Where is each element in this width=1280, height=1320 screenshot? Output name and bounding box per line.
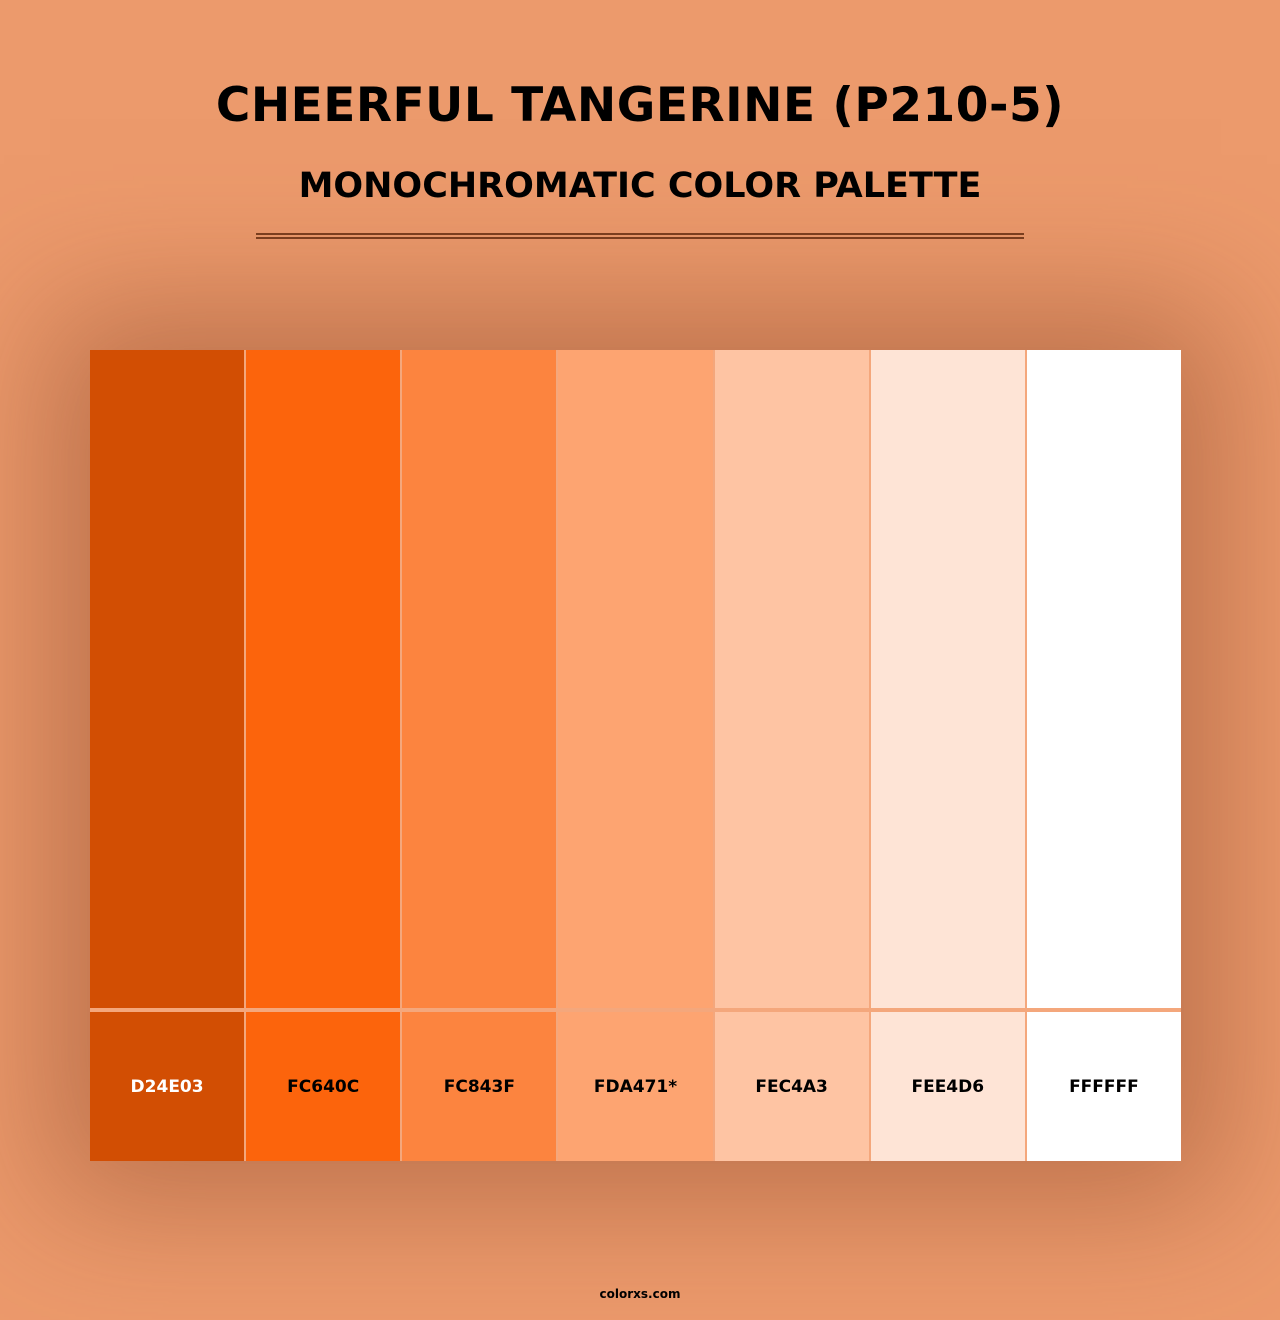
color-swatch[interactable] [1026, 350, 1181, 1008]
hex-label: FC843F [402, 1012, 557, 1161]
color-column[interactable]: FEC4A3 [714, 350, 871, 1161]
color-swatch[interactable] [558, 350, 713, 1008]
hex-label: FFFFFF [1026, 1012, 1181, 1161]
page-subtitle: MONOCHROMATIC COLOR PALETTE [298, 166, 982, 206]
color-column[interactable]: D24E03 [90, 350, 247, 1161]
color-swatch[interactable] [90, 350, 245, 1008]
hex-label: FDA471* [558, 1012, 713, 1161]
hex-label: FEC4A3 [714, 1012, 869, 1161]
footer-link[interactable]: colorxs.com [599, 1287, 681, 1301]
color-column[interactable]: FC843F [402, 350, 559, 1161]
color-column[interactable]: FEE4D6 [870, 350, 1027, 1161]
palette: D24E03 FC640C FC843F FDA471* FEC4A3 FEE4D6 FFF… [90, 350, 1181, 1161]
divider [256, 233, 1024, 235]
color-column[interactable]: FDA471* [558, 350, 715, 1161]
color-swatch[interactable] [246, 350, 401, 1008]
hex-label: D24E03 [90, 1012, 245, 1161]
color-swatch[interactable] [402, 350, 557, 1008]
page-title: CHEERFUL TANGERINE (P210-5) [215, 78, 1065, 133]
hex-label: FC640C [246, 1012, 401, 1161]
color-column[interactable]: FFFFFF [1026, 350, 1181, 1161]
divider [256, 237, 1024, 239]
color-column[interactable]: FC640C [246, 350, 403, 1161]
color-swatch[interactable] [714, 350, 869, 1008]
color-swatch[interactable] [870, 350, 1025, 1008]
hex-label: FEE4D6 [870, 1012, 1025, 1161]
